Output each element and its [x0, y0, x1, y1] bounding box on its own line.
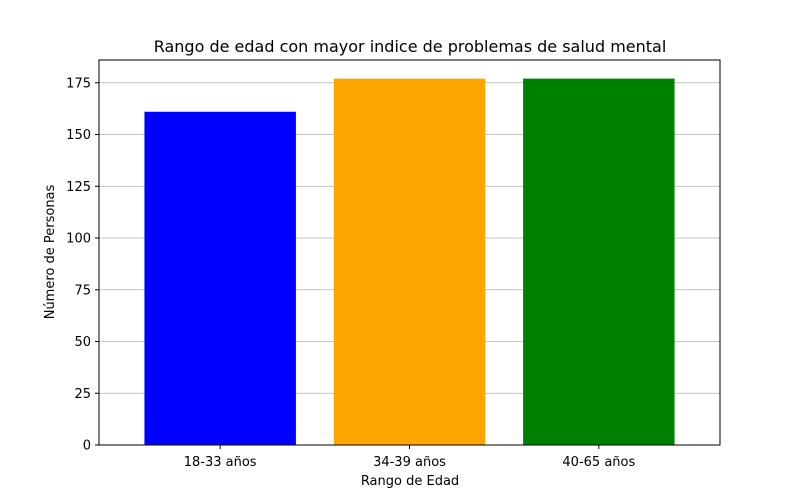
- y-tick-label: 50: [74, 335, 91, 350]
- x-tick-label: 34-39 años: [373, 455, 446, 470]
- x-axis-label: Rango de Edad: [361, 474, 459, 489]
- y-tick-label: 75: [74, 283, 91, 298]
- chart-title: Rango de edad con mayor indice de proble…: [154, 37, 667, 56]
- bars: [144, 78, 675, 446]
- y-axis-label: Número de Personas: [43, 184, 58, 319]
- y-tick-label: 150: [66, 128, 91, 143]
- x-axis-ticks: 18-33 años 34-39 años 40-65 años: [184, 445, 635, 470]
- y-axis-ticks: 0 25 50 75 100 125 150 175: [66, 76, 99, 454]
- y-tick-label: 25: [74, 387, 91, 402]
- bar: [333, 78, 486, 446]
- y-tick-label: 175: [66, 76, 91, 91]
- bar: [523, 78, 675, 446]
- x-tick-label: 18-33 años: [184, 455, 257, 470]
- y-tick-label: 100: [66, 232, 91, 247]
- y-tick-label: 125: [66, 180, 91, 195]
- x-tick-label: 40-65 años: [562, 455, 635, 470]
- bar: [144, 111, 296, 445]
- y-tick-label: 0: [83, 439, 91, 454]
